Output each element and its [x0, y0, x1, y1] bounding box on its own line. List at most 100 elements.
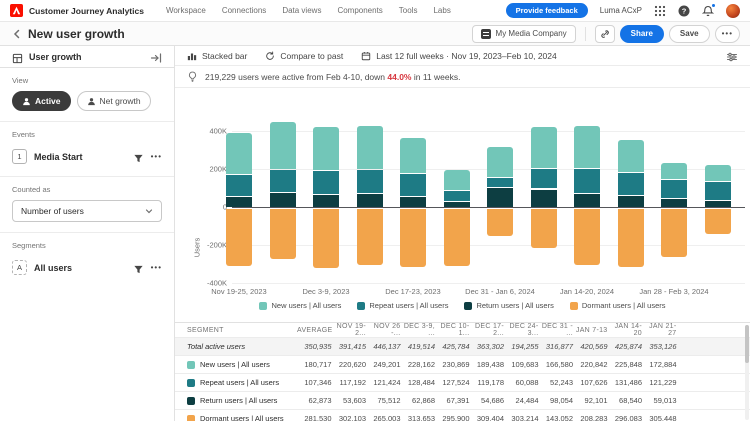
bar-segment-dormant-users[interactable] — [617, 208, 644, 267]
table-header-cell: SEGMENT — [187, 326, 224, 334]
help-icon[interactable]: ? — [678, 5, 690, 17]
bar-segment-dormant-users[interactable] — [400, 208, 426, 268]
table-row[interactable]: Total active users 350,935 391,415 446,137 4… — [175, 338, 750, 356]
bar-segment-return-users[interactable] — [530, 189, 557, 207]
view-settings-icon[interactable] — [726, 50, 738, 62]
nav-item-labs[interactable]: Labs — [433, 6, 451, 15]
bar-segment-return-users[interactable] — [574, 193, 600, 207]
date-range-button[interactable]: Last 12 full weeks · Nov 19, 2023–Feb 10… — [361, 51, 557, 61]
collapse-panel-icon[interactable] — [150, 51, 162, 63]
y-tick-label: 200K — [209, 164, 227, 174]
bar-segment-return-users[interactable] — [487, 188, 513, 207]
bar-segment-repeat-users[interactable] — [487, 178, 513, 188]
filter-funnel-icon[interactable] — [133, 151, 144, 163]
bar-segment-return-users[interactable] — [661, 199, 687, 207]
nav-item-tools[interactable]: Tools — [398, 6, 418, 15]
link-button[interactable] — [594, 24, 615, 43]
bar-segment-repeat-users[interactable] — [704, 181, 731, 201]
bar-segment-dormant-users[interactable] — [574, 208, 600, 265]
share-button[interactable]: Share — [619, 24, 664, 43]
x-tick-label: Jan 14-20, 2024 — [559, 287, 615, 296]
bar-segment-repeat-users[interactable] — [356, 169, 383, 194]
nav-item-connections[interactable]: Connections — [221, 6, 267, 15]
table-value-cell: 92,101 — [584, 396, 608, 405]
bar-segment-new-users[interactable] — [617, 139, 644, 172]
bar-segment-new-users[interactable] — [704, 165, 731, 181]
compare-to-past-button[interactable]: Compare to past — [265, 51, 343, 61]
bar-segment-return-users[interactable] — [356, 194, 383, 207]
bar-segment-new-users[interactable] — [400, 137, 426, 173]
org-name[interactable]: Luma ACxP — [599, 6, 642, 15]
segment-swatch — [187, 414, 195, 421]
table-value-cell: 228,162 — [407, 360, 435, 369]
bar-segment-dormant-users[interactable] — [313, 208, 339, 269]
config-sidebar: User growth View Active Net growth Events… — [0, 46, 175, 421]
bar-segment-return-users[interactable] — [226, 196, 252, 207]
bar-segment-new-users[interactable] — [574, 126, 600, 168]
chart-type-button[interactable]: Stacked bar — [187, 51, 247, 61]
bar-segment-return-users[interactable] — [313, 195, 339, 207]
bar-segment-repeat-users[interactable] — [617, 172, 644, 195]
bar-segment-repeat-users[interactable] — [400, 173, 426, 196]
bar-segment-repeat-users[interactable] — [574, 168, 600, 193]
legend-item-new-users[interactable]: New users | All users — [259, 301, 341, 310]
bar-segment-new-users[interactable] — [443, 170, 470, 190]
bar-segment-return-users[interactable] — [400, 196, 426, 207]
bar-segment-repeat-users[interactable] — [226, 174, 252, 196]
nav-item-components[interactable]: Components — [337, 6, 383, 15]
table-scrollbar[interactable] — [745, 325, 749, 420]
bar-segment-new-users[interactable] — [226, 132, 252, 174]
bar-segment-new-users[interactable] — [356, 126, 383, 169]
event-row[interactable]: 1 Media Start ••• — [12, 145, 162, 166]
bar-segment-dormant-users[interactable] — [443, 208, 470, 267]
table-row[interactable]: Repeat users | All users 107,346 117,192 12… — [175, 374, 750, 392]
table-value-cell: 121,229 — [649, 378, 677, 387]
bar-segment-return-users[interactable] — [269, 192, 296, 207]
table-row[interactable]: Dormant users | All users 281,530 302,103 2… — [175, 410, 750, 421]
view-button-active[interactable]: Active — [12, 91, 71, 111]
bar-segment-dormant-users[interactable] — [269, 208, 296, 259]
provide-feedback-button[interactable]: Provide feedback — [505, 3, 588, 18]
bar-segment-dormant-users[interactable] — [704, 208, 731, 235]
avatar[interactable] — [726, 3, 740, 18]
segment-row[interactable]: A All users ••• — [12, 256, 162, 277]
more-options-button[interactable]: ••• — [714, 24, 740, 43]
save-button[interactable]: Save — [668, 24, 710, 43]
back-chevron-icon[interactable] — [10, 27, 24, 41]
segment-more-icon[interactable]: ••• — [150, 263, 162, 272]
legend-item-repeat-users[interactable]: Repeat users | All users — [357, 301, 448, 310]
bar-segment-repeat-users[interactable] — [269, 169, 296, 192]
app-switcher-icon[interactable] — [654, 5, 666, 17]
table-row[interactable]: New users | All users 180,717 220,620 249,2… — [175, 356, 750, 374]
bar-segment-dormant-users[interactable] — [661, 208, 687, 257]
bar-segment-new-users[interactable] — [487, 146, 513, 178]
bar-segment-dormant-users[interactable] — [487, 208, 513, 236]
bar-segment-new-users[interactable] — [661, 163, 687, 180]
filter-funnel-icon[interactable] — [133, 262, 144, 274]
view-button-net-growth[interactable]: Net growth — [76, 91, 151, 111]
y-tick-label: 0 — [222, 202, 227, 212]
legend-item-return-users[interactable]: Return users | All users — [464, 301, 554, 310]
bar-segment-return-users[interactable] — [443, 202, 470, 207]
bar-segment-dormant-users[interactable] — [226, 208, 252, 266]
legend-item-dormant-users[interactable]: Dormant users | All users — [569, 301, 666, 310]
nav-item-data-views[interactable]: Data views — [282, 6, 322, 15]
bar-segment-repeat-users[interactable] — [661, 180, 687, 199]
bar-segment-return-users[interactable] — [704, 201, 731, 207]
company-selector-button[interactable]: My Media Company — [471, 24, 576, 43]
counted-as-select[interactable]: Number of users — [12, 200, 162, 222]
table-row[interactable]: Return users | All users 62,873 53,603 75,5… — [175, 392, 750, 410]
nav-item-workspace[interactable]: Workspace — [165, 6, 206, 15]
segment-swatch — [187, 360, 195, 369]
bar-segment-dormant-users[interactable] — [356, 208, 383, 265]
bar-segment-repeat-users[interactable] — [443, 190, 470, 202]
event-more-icon[interactable]: ••• — [150, 152, 162, 161]
notifications-bell-icon[interactable] — [702, 2, 716, 17]
bar-segment-new-users[interactable] — [530, 127, 557, 169]
bar-segment-new-users[interactable] — [269, 122, 296, 169]
bar-segment-dormant-users[interactable] — [530, 208, 557, 249]
bar-segment-repeat-users[interactable] — [530, 169, 557, 189]
bar-segment-repeat-users[interactable] — [313, 170, 339, 195]
bar-segment-return-users[interactable] — [617, 195, 644, 207]
bar-segment-new-users[interactable] — [313, 127, 339, 170]
